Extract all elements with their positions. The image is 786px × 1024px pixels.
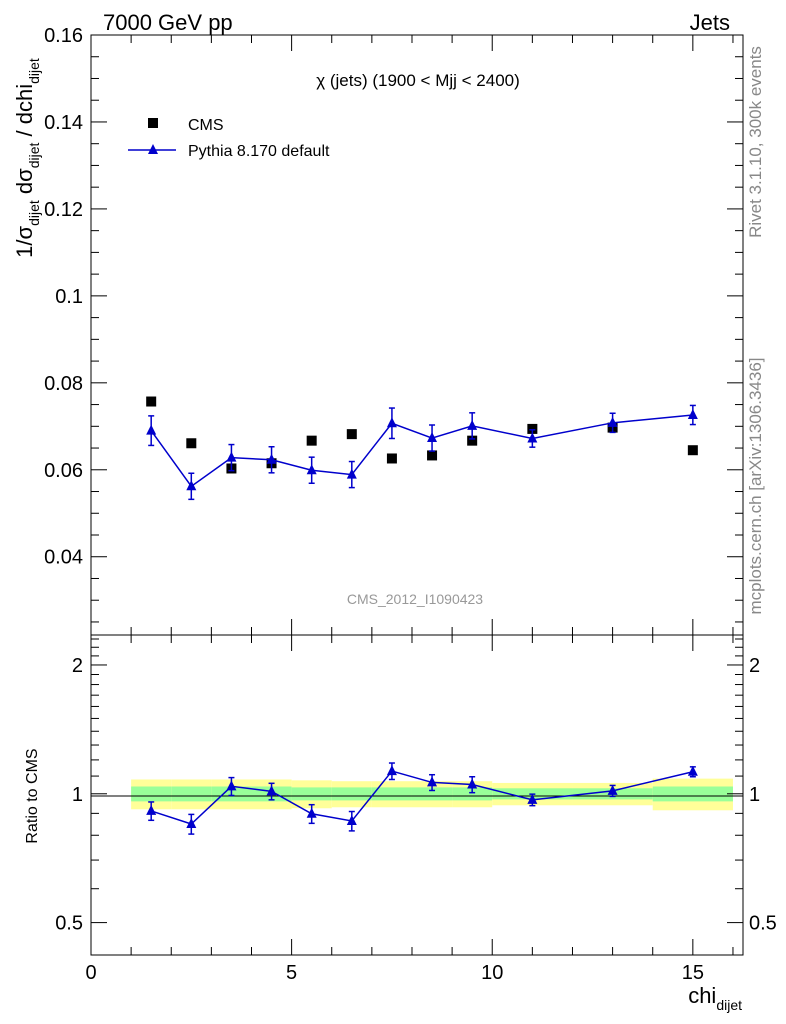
pythia-point	[687, 409, 698, 419]
legend: CMS Pythia 8.170 default	[128, 117, 330, 160]
ratio-ylabel: Ratio to CMS	[24, 748, 41, 843]
cms-point	[687, 445, 698, 456]
ratio-band-inner	[331, 787, 372, 801]
main-ylabel: 1/σdijet dσdijet / dchidijet	[12, 58, 42, 258]
ratio-point	[226, 780, 237, 791]
pythia-point	[386, 417, 397, 428]
ratio-band-inner	[131, 786, 172, 802]
ratio-band-inner	[171, 786, 212, 802]
rivet-label: Rivet 3.1.10, 300k events	[746, 46, 765, 238]
cms-point	[527, 423, 538, 434]
pythia-point	[467, 419, 478, 430]
ratio-point	[306, 807, 317, 818]
pythia-line	[150, 414, 693, 488]
main-y-tick-label: 0.04	[44, 547, 83, 569]
x-tick-label: 10	[481, 962, 503, 984]
ratio-point	[427, 776, 438, 787]
x-tick-label: 0	[85, 962, 96, 984]
cms-point	[386, 453, 397, 464]
legend-data-marker	[148, 118, 158, 128]
cms-point	[467, 435, 478, 446]
main-panel: 0.04 0.06 0.08 0.1 0.12 0.14 0.16 χ (jets) (19…	[12, 25, 744, 636]
main-title: χ (jets) (1900 < Mjj < 2400)	[316, 71, 520, 90]
pythia-point	[146, 424, 157, 435]
ratio-band-inner	[371, 787, 412, 801]
ratio-y-tick-label: 0.5	[55, 913, 83, 935]
ratio-y-tick-label-right: 2	[749, 655, 760, 677]
legend-mc-label: Pythia 8.170 default	[188, 143, 330, 160]
legend-data-label: CMS	[188, 117, 224, 134]
pythia-point	[427, 432, 438, 443]
x-tick-label: 15	[682, 962, 704, 984]
cms-point	[146, 396, 157, 407]
ratio-y-tick-label-right: 1	[749, 784, 760, 806]
cms-point	[186, 438, 197, 449]
legend-mc-marker	[148, 144, 158, 154]
ratio-y-tick-label-right: 0.5	[749, 913, 777, 935]
x-tick-label: 5	[286, 962, 297, 984]
ratio-y-tick-label: 2	[72, 655, 83, 677]
source-label: mcplots.cern.ch [arXiv:1306.3436]	[746, 357, 765, 614]
ratio-point	[467, 778, 478, 789]
x-axis-label: chidijet	[688, 983, 742, 1013]
main-y-tick-label: 0.1	[55, 286, 83, 308]
pythia-point	[306, 464, 317, 475]
ratio-band-inner	[291, 787, 332, 801]
main-y-tick-label: 0.12	[44, 199, 83, 221]
ratio-line	[150, 770, 694, 825]
cms-point	[306, 435, 317, 446]
main-y-tick-label: 0.08	[44, 373, 83, 395]
pythia-point	[266, 453, 277, 464]
pythia-point	[607, 416, 618, 427]
ratio-band-inner	[411, 787, 453, 801]
cms-point	[346, 429, 357, 440]
ratio-point	[266, 785, 277, 796]
header-right: Jets	[690, 10, 730, 35]
pythia-point	[346, 468, 357, 479]
header-left: 7000 GeV pp	[103, 10, 233, 35]
ratio-band-inner	[452, 787, 493, 801]
ratio-point	[607, 784, 618, 795]
pythia-point	[186, 480, 197, 491]
main-y-tick-label: 0.06	[44, 460, 83, 482]
main-y-tick-label: 0.16	[44, 25, 83, 47]
cms-point	[427, 450, 438, 461]
ratio-point	[687, 765, 698, 776]
watermark: CMS_2012_I1090423	[347, 591, 483, 607]
ratio-band-inner	[652, 786, 733, 802]
ratio-point	[186, 817, 197, 828]
ratio-point	[146, 804, 157, 815]
pythia-point	[226, 451, 237, 462]
ratio-panel: 0.5 0.5 1 1 2 2 0 5 10 15 Ratio to CMS	[24, 634, 777, 984]
pythia-point	[527, 432, 538, 443]
ratio-point	[386, 765, 397, 776]
ratio-y-tick-label: 1	[72, 784, 83, 806]
ratio-point	[527, 793, 538, 804]
ratio-frame	[90, 634, 744, 956]
main-y-tick-label: 0.14	[44, 112, 83, 134]
ratio-point	[346, 814, 357, 825]
